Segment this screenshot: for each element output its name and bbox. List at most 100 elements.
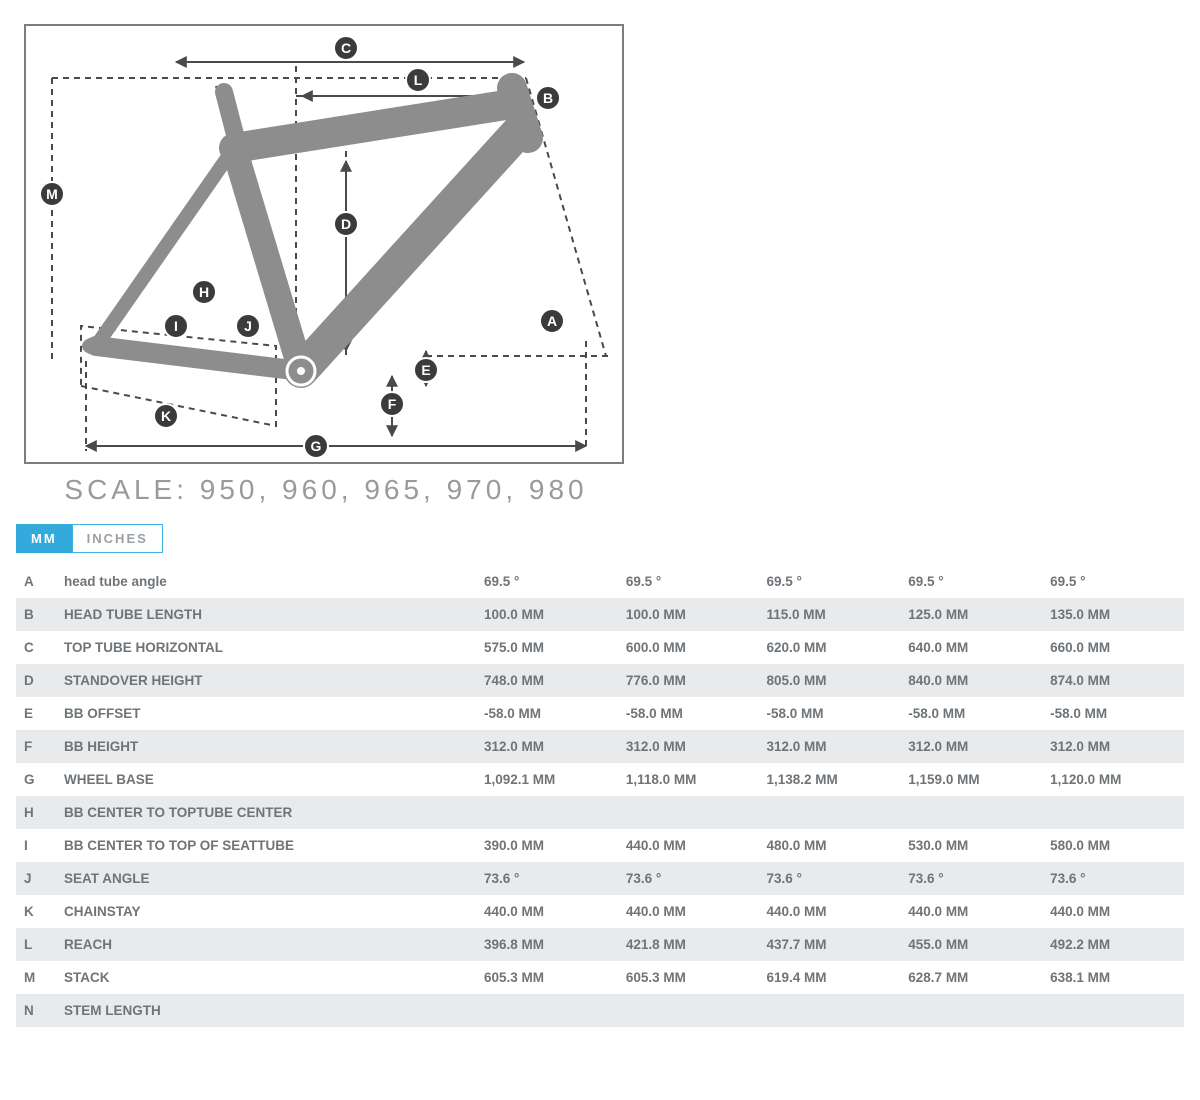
row-value [758,994,900,1027]
row-value: 312.0 MM [1042,730,1184,763]
row-key: I [16,829,56,862]
row-name: STACK [56,961,476,994]
row-value [758,796,900,829]
table-row: KCHAINSTAY440.0 MM440.0 MM440.0 MM440.0 … [16,895,1184,928]
tab-inches[interactable]: INCHES [72,524,163,553]
row-value: 840.0 MM [900,664,1042,697]
row-value [900,994,1042,1027]
row-value: 440.0 MM [618,895,759,928]
row-value: 575.0 MM [476,631,618,664]
row-value: 390.0 MM [476,829,618,862]
table-row: BHEAD TUBE LENGTH100.0 MM100.0 MM115.0 M… [16,598,1184,631]
svg-text:A: A [547,313,557,329]
row-value: 455.0 MM [900,928,1042,961]
geometry-svg: ABCDEFGHIJKLM [26,26,626,466]
row-value [1042,994,1184,1027]
row-name: STEM LENGTH [56,994,476,1027]
row-value: 638.1 MM [1042,961,1184,994]
row-value: 640.0 MM [900,631,1042,664]
svg-text:D: D [341,216,351,232]
svg-text:G: G [311,438,322,454]
row-value: 440.0 MM [758,895,900,928]
row-value: 69.5 ° [758,565,900,598]
row-key: E [16,697,56,730]
row-name: BB CENTER TO TOPTUBE CENTER [56,796,476,829]
row-value: 125.0 MM [900,598,1042,631]
row-name: SEAT ANGLE [56,862,476,895]
table-row: EBB OFFSET-58.0 MM-58.0 MM-58.0 MM-58.0 … [16,697,1184,730]
row-value [476,796,618,829]
row-value: 440.0 MM [618,829,759,862]
row-value: 440.0 MM [1042,895,1184,928]
svg-text:M: M [46,186,58,202]
row-value: 440.0 MM [476,895,618,928]
row-name: CHAINSTAY [56,895,476,928]
svg-text:F: F [388,396,397,412]
row-value: 69.5 ° [476,565,618,598]
row-value: -58.0 MM [900,697,1042,730]
table-row: JSEAT ANGLE73.6 °73.6 °73.6 °73.6 °73.6 … [16,862,1184,895]
row-value: 1,120.0 MM [1042,763,1184,796]
svg-text:H: H [199,284,209,300]
row-key: L [16,928,56,961]
row-value: 100.0 MM [476,598,618,631]
row-value: 69.5 ° [618,565,759,598]
row-value: -58.0 MM [758,697,900,730]
svg-text:K: K [161,408,171,424]
row-value: 600.0 MM [618,631,759,664]
row-value: 69.5 ° [1042,565,1184,598]
row-value: -58.0 MM [618,697,759,730]
row-value: -58.0 MM [1042,697,1184,730]
row-value [1042,796,1184,829]
row-key: A [16,565,56,598]
table-row: Ahead tube angle69.5 °69.5 °69.5 °69.5 °… [16,565,1184,598]
row-value: 748.0 MM [476,664,618,697]
row-key: K [16,895,56,928]
table-row: NSTEM LENGTH [16,994,1184,1027]
row-value: 619.4 MM [758,961,900,994]
row-value: 73.6 ° [476,862,618,895]
row-name: STANDOVER HEIGHT [56,664,476,697]
svg-text:L: L [414,72,423,88]
geometry-diagram-container: ABCDEFGHIJKLM SCALE: 950, 960, 965, 970,… [16,16,636,514]
row-name: TOP TUBE HORIZONTAL [56,631,476,664]
table-row: IBB CENTER TO TOP OF SEATTUBE390.0 MM440… [16,829,1184,862]
row-value: 135.0 MM [1042,598,1184,631]
row-value: 396.8 MM [476,928,618,961]
scale-label: SCALE: 950, 960, 965, 970, 980 [24,474,628,506]
row-name: HEAD TUBE LENGTH [56,598,476,631]
row-value: 620.0 MM [758,631,900,664]
row-name: BB OFFSET [56,697,476,730]
svg-text:C: C [341,40,351,56]
row-value: 874.0 MM [1042,664,1184,697]
table-row: CTOP TUBE HORIZONTAL575.0 MM600.0 MM620.… [16,631,1184,664]
row-value: 480.0 MM [758,829,900,862]
row-value: 605.3 MM [618,961,759,994]
table-row: MSTACK605.3 MM605.3 MM619.4 MM628.7 MM63… [16,961,1184,994]
geometry-table: Ahead tube angle69.5 °69.5 °69.5 °69.5 °… [16,565,1184,1027]
row-value: 115.0 MM [758,598,900,631]
row-value: 776.0 MM [618,664,759,697]
row-name: BB HEIGHT [56,730,476,763]
row-value [900,796,1042,829]
row-key: F [16,730,56,763]
table-row: FBB HEIGHT312.0 MM312.0 MM312.0 MM312.0 … [16,730,1184,763]
row-value: 440.0 MM [900,895,1042,928]
row-value: 1,118.0 MM [618,763,759,796]
svg-text:I: I [174,318,178,334]
row-value: 1,138.2 MM [758,763,900,796]
geometry-diagram: ABCDEFGHIJKLM [24,24,624,464]
row-value: 73.6 ° [900,862,1042,895]
row-value: 660.0 MM [1042,631,1184,664]
tab-mm[interactable]: MM [16,524,72,553]
row-value: 73.6 ° [1042,862,1184,895]
row-name: WHEEL BASE [56,763,476,796]
row-value: 312.0 MM [758,730,900,763]
row-key: J [16,862,56,895]
row-key: B [16,598,56,631]
row-value: 492.2 MM [1042,928,1184,961]
row-value: 1,159.0 MM [900,763,1042,796]
row-value: 312.0 MM [900,730,1042,763]
row-value: 73.6 ° [618,862,759,895]
row-value: 580.0 MM [1042,829,1184,862]
